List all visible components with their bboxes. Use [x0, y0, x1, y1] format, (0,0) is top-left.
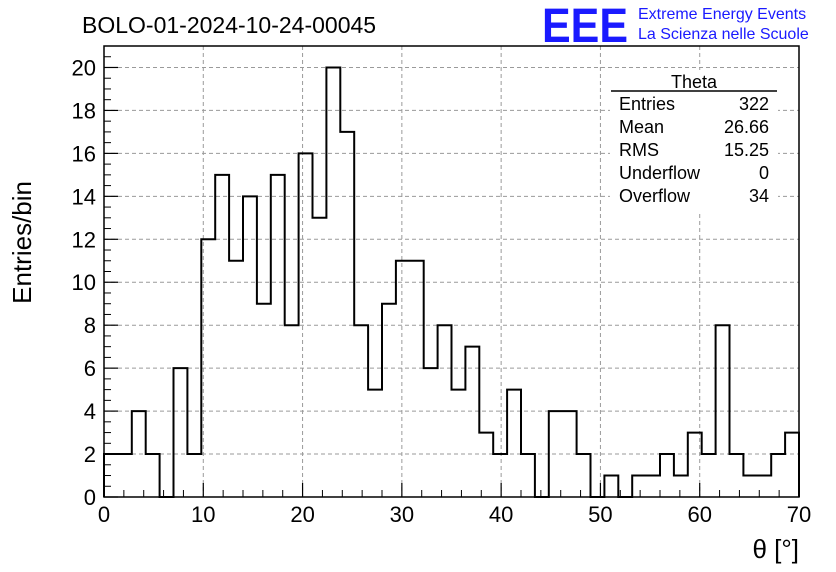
histogram-bin [507, 390, 521, 497]
histogram-bin [215, 175, 229, 497]
logo-mark: EEE [542, 0, 628, 53]
grid [104, 46, 799, 497]
histogram-bin [577, 454, 591, 497]
y-tick-label: 12 [72, 227, 96, 252]
histogram-bin [396, 261, 410, 497]
histogram-bin [424, 368, 438, 497]
x-tick-label: 10 [191, 502, 215, 527]
histogram-bin [257, 304, 271, 497]
histogram-bin [604, 476, 618, 497]
logo-line1: Extreme Energy Events [638, 6, 806, 23]
tick-labels: 0 10 20 30 40 50 60 70 0 2 4 6 8 10 12 14 16 18 20 [72, 55, 812, 527]
histogram-bin [479, 433, 493, 497]
eee-logo: EEE Extreme Energy Events La Scienza nel… [542, 0, 809, 53]
x-tick-label: 0 [98, 502, 110, 527]
histogram-outline [103, 66, 800, 498]
x-tick-label: 30 [390, 502, 414, 527]
histogram-bin [743, 476, 757, 497]
stats-box: Theta Entries 322 Mean 26.66 RMS 15.25 Underfl… [610, 70, 778, 212]
stats-label: Underflow [619, 163, 701, 183]
stats-value: 26.66 [724, 117, 769, 137]
y-tick-label: 0 [84, 485, 96, 510]
histogram-bin [118, 454, 132, 497]
histogram-bin [146, 454, 160, 497]
histogram-bin [187, 454, 201, 497]
y-axis-title: Entries/bin [7, 181, 37, 304]
histogram-bin [271, 175, 285, 497]
stats-label: RMS [619, 140, 659, 160]
x-tick-label: 70 [787, 502, 811, 527]
logo-line2: La Scienza nelle Scuole [638, 26, 809, 43]
y-tick-label: 16 [72, 141, 96, 166]
y-tick-label: 18 [72, 98, 96, 123]
stats-label: Overflow [619, 186, 691, 206]
histogram-bin [702, 454, 716, 497]
y-tick-label: 6 [84, 356, 96, 381]
stats-label: Entries [619, 94, 675, 114]
histogram-bin [674, 476, 688, 497]
y-tick-label: 14 [72, 184, 96, 209]
histogram-bin [493, 454, 507, 497]
x-axis-title: θ [°] [752, 534, 799, 564]
x-tick-label: 20 [290, 502, 314, 527]
stats-label: Mean [619, 117, 664, 137]
histogram-bin [340, 132, 354, 497]
stats-value: 15.25 [724, 140, 769, 160]
histogram-bin [368, 390, 382, 497]
stats-value: 34 [749, 186, 769, 206]
y-tick-label: 10 [72, 270, 96, 295]
histogram-bin [521, 454, 535, 497]
histogram-bin [452, 390, 466, 497]
y-tick-label: 8 [84, 313, 96, 338]
histogram-bin [382, 304, 396, 497]
histogram-bin [785, 433, 799, 497]
stats-title: Theta [671, 72, 718, 92]
x-tick-label: 50 [588, 502, 612, 527]
axis-ticks [103, 56, 800, 498]
y-tick-label: 20 [72, 55, 96, 80]
histogram-bin [313, 218, 327, 497]
histogram-bin [174, 368, 188, 497]
histogram-bin [632, 476, 646, 497]
y-tick-label: 2 [84, 442, 96, 467]
histogram-series [103, 66, 800, 498]
histogram-bin [243, 196, 257, 497]
histogram-bin [660, 454, 674, 497]
histogram-bin [730, 454, 744, 497]
y-tick-label: 4 [84, 399, 96, 424]
x-tick-label: 40 [489, 502, 513, 527]
stats-box-background [610, 70, 778, 212]
stats-rows: Entries 322 Mean 26.66 RMS 15.25 Underflow 0 Ove… [619, 94, 769, 206]
stats-value: 0 [759, 163, 769, 183]
chart-title: BOLO-01-2024-10-24-00045 [82, 12, 376, 38]
histogram-bin [410, 261, 424, 497]
histogram-bin [771, 454, 785, 497]
x-tick-label: 60 [687, 502, 711, 527]
histogram-bin [229, 261, 243, 497]
histogram-bin [646, 476, 660, 497]
stats-value: 322 [739, 94, 769, 114]
histogram-bin [465, 347, 479, 497]
